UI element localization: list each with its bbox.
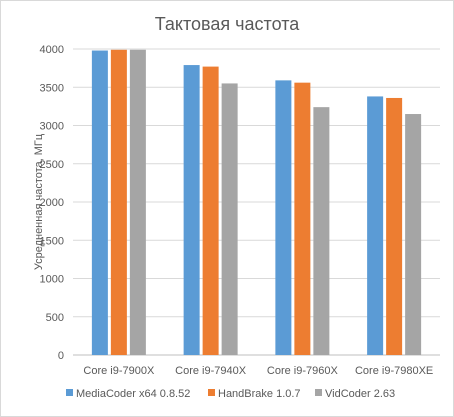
y-tick-label: 3000 [40,121,64,133]
bar [202,66,219,355]
y-tick-label: 0 [58,350,64,362]
bar [386,97,403,356]
y-tick-label: 2500 [40,159,64,171]
bar [313,107,330,355]
bar [221,83,238,356]
bar [294,82,311,355]
bars [91,49,422,356]
x-axis: Core i9-7900X Core i9-7940X Core i9-7960X C… [83,365,433,377]
y-tick-label: 500 [46,312,64,324]
legend-swatch [315,389,322,396]
legend-swatch [66,389,73,396]
y-tick-label: 1000 [40,274,64,286]
bar [110,49,127,355]
x-tick-label: Core i9-7940X [175,365,247,377]
bar [91,50,108,355]
bar [405,114,422,356]
bar [275,80,292,356]
bar [183,65,200,355]
y-axis-title: Усредненная частота, МГц [33,133,45,270]
bar [367,96,384,356]
y-axis: 0 500 1000 1500 2000 2500 3000 3500 4000 [40,44,64,362]
y-tick-label: 1500 [40,235,64,247]
y-tick-label: 2000 [40,197,64,209]
gridlines [73,48,440,356]
y-tick-label: 4000 [40,44,64,56]
x-tick-label: Core i9-7960X [267,365,339,377]
x-tick-label: Core i9-7900X [83,365,155,377]
legend-swatch [208,389,215,396]
legend-label: VidCoder 2.63 [325,388,395,400]
y-tick-label: 3500 [40,82,64,94]
legend-label: MediaCoder x64 0.8.52 [76,388,190,400]
bar [129,49,146,355]
legend-label: HandBrake 1.0.7 [218,388,301,400]
chart-title: Тактовая частота [155,14,301,34]
x-tick-label: Core i9-7980XE [355,365,433,377]
legend: MediaCoder x64 0.8.52 HandBrake 1.0.7 VidC… [66,388,395,400]
